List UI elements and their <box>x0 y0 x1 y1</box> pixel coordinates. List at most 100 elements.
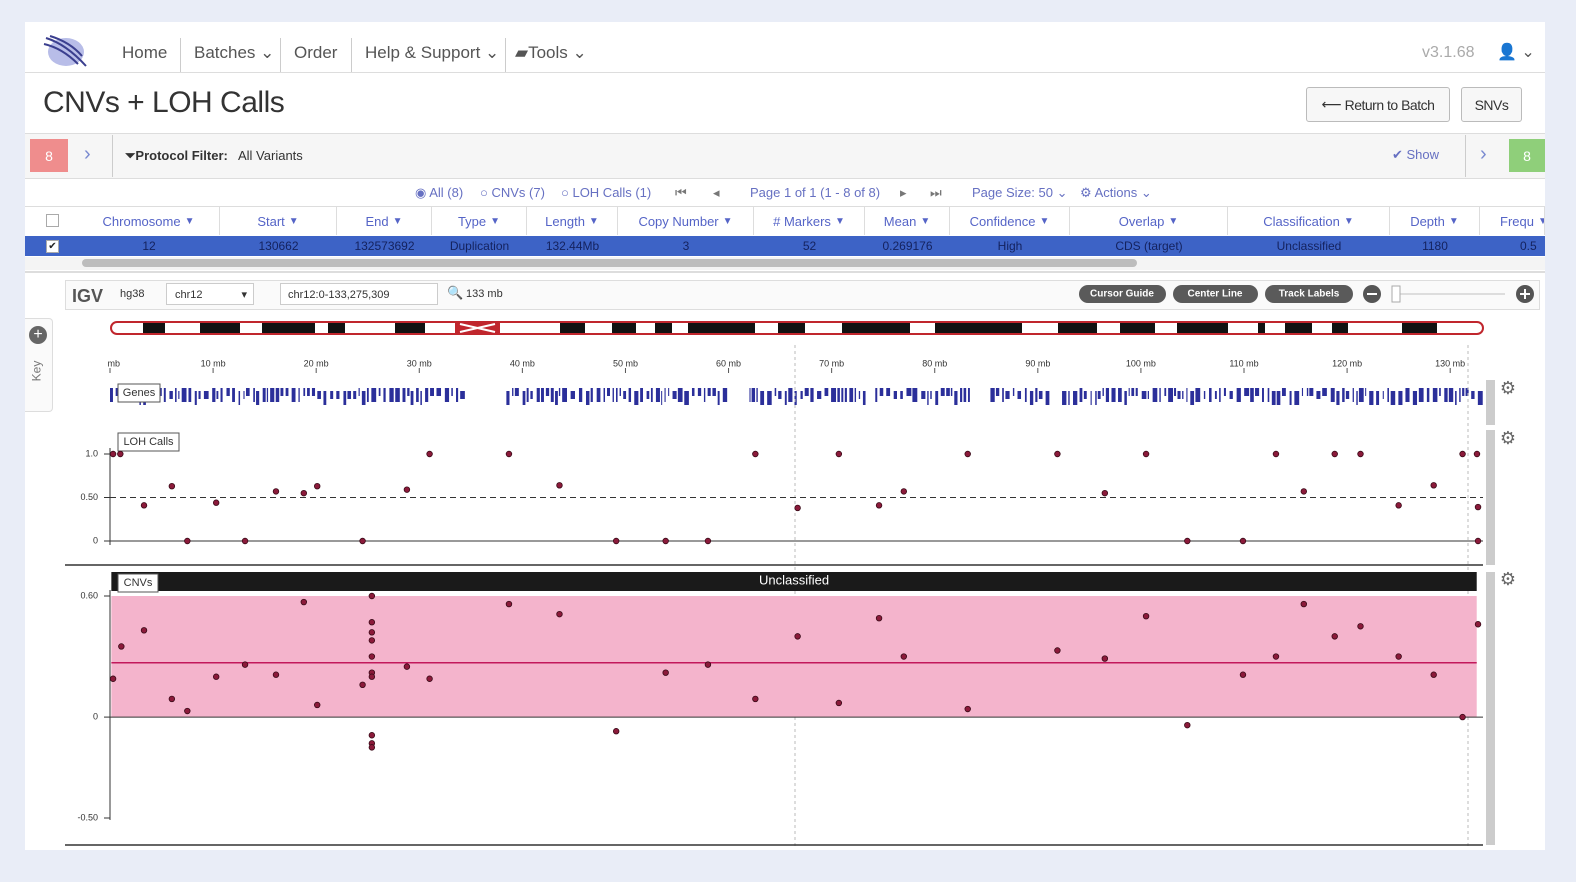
last-page[interactable]: ⏭ <box>930 185 942 200</box>
column-header[interactable]: Frequ ▼ <box>1480 207 1545 235</box>
prev-page[interactable]: ◂ <box>713 185 720 200</box>
column-header[interactable]: Type ▼ <box>432 207 527 235</box>
user-menu[interactable]: 👤 ⌄ <box>1497 44 1535 61</box>
gene <box>784 391 787 405</box>
gene <box>837 388 840 402</box>
column-header[interactable]: Chromosome ▼ <box>78 207 220 235</box>
page-size[interactable]: Page Size: 50 ⌄ <box>972 185 1068 200</box>
column-header[interactable]: Start ▼ <box>220 207 337 235</box>
ideogram-band <box>655 323 672 333</box>
chromosome-select[interactable]: chr12 ▾ <box>166 283 254 305</box>
gene <box>1432 388 1438 402</box>
point <box>368 653 376 660</box>
column-header[interactable]: Confidence ▼ <box>950 207 1070 235</box>
gene <box>1365 388 1367 396</box>
page-info: Page 1 of 1 (1 - 8 of 8) <box>750 185 881 200</box>
gene <box>1471 391 1475 399</box>
column-title: Type <box>457 213 487 229</box>
x-tick-label: 60 mb <box>716 358 741 368</box>
point <box>1184 721 1191 729</box>
show-toggle[interactable]: ✔ Show <box>1392 147 1440 162</box>
column-header[interactable]: End ▼ <box>337 207 432 235</box>
column-header[interactable]: Classification ▼ <box>1228 207 1390 235</box>
gene <box>1083 391 1087 399</box>
nav-help[interactable]: Help & Support ⌄ <box>365 43 500 62</box>
radio-all[interactable]: ◉ All (8) <box>415 185 464 200</box>
point <box>368 732 376 739</box>
point <box>505 600 513 608</box>
track-gear[interactable]: ⚙ <box>1500 378 1516 398</box>
y-tick-label: 0 <box>93 711 98 721</box>
radio-label: LOH Calls (1) <box>572 185 652 200</box>
gene <box>1111 388 1116 402</box>
gene <box>661 391 663 405</box>
cursor-guide-button[interactable] <box>1079 285 1166 303</box>
gene <box>262 388 266 402</box>
chevron[interactable]: › <box>84 143 91 165</box>
gene <box>541 388 544 402</box>
gene <box>330 391 334 399</box>
column-header[interactable]: Copy Number ▼ <box>618 207 754 235</box>
zoom-slider[interactable] <box>1391 285 1401 303</box>
radio-cnvs[interactable]: ○ CNVs (7) <box>480 185 545 200</box>
first-page[interactable]: ⏮ <box>675 185 687 200</box>
filter-icon: ▼ <box>722 215 733 227</box>
nav-batches[interactable]: Batches ⌄ <box>194 43 275 62</box>
button-label: Center Line <box>1187 289 1242 300</box>
select-all[interactable] <box>46 214 59 227</box>
track-labels-button[interactable] <box>1265 285 1353 303</box>
gene <box>1177 391 1181 399</box>
return-button[interactable]: ⟵ Return to Batch <box>1306 87 1450 122</box>
logo[interactable] <box>42 30 92 70</box>
nav-home[interactable]: Home <box>122 43 168 62</box>
center-line-button[interactable] <box>1173 285 1258 303</box>
gene <box>1024 388 1027 402</box>
button-label: Cursor Guide <box>1090 289 1154 300</box>
point <box>835 699 843 707</box>
row-checkbox[interactable]: ✔ <box>46 240 59 253</box>
gene <box>664 388 666 402</box>
track-gear[interactable]: ⚙ <box>1500 428 1516 448</box>
point <box>272 488 280 495</box>
scrollbar[interactable] <box>82 259 1137 267</box>
filter-icon: ▼ <box>834 215 845 227</box>
gene <box>188 388 192 402</box>
gene <box>767 391 772 405</box>
gene <box>1095 391 1097 405</box>
locus-input[interactable]: chr12:0-133,275,309 <box>280 283 438 305</box>
filter-label-text: Protocol Filter: <box>135 148 228 163</box>
nav-order[interactable]: Order <box>294 43 338 62</box>
gene <box>585 391 590 405</box>
point <box>1142 450 1150 458</box>
column-header[interactable]: Depth ▼ <box>1390 207 1480 235</box>
column-header[interactable]: Length ▼ <box>527 207 618 235</box>
chevron[interactable]: › <box>1480 143 1487 165</box>
actions[interactable]: ⚙ Actions ⌄ <box>1080 185 1152 200</box>
button-label: Track Labels <box>1279 289 1340 300</box>
right-count[interactable]: 8 <box>1509 139 1545 172</box>
gene <box>395 388 400 402</box>
search-icon[interactable]: 🔍 <box>447 285 464 300</box>
cell: 12 <box>142 239 156 253</box>
gene <box>378 388 381 396</box>
point <box>272 671 280 678</box>
next-page[interactable]: ▸ <box>900 185 907 200</box>
key-add[interactable]: + <box>29 326 47 344</box>
track-gear[interactable]: ⚙ <box>1500 569 1516 589</box>
column-title: Depth <box>1410 213 1445 229</box>
point <box>1459 450 1466 458</box>
gene <box>1062 391 1067 405</box>
column-header[interactable]: Overlap ▼ <box>1070 207 1228 235</box>
track-label-box <box>117 573 159 593</box>
column-header[interactable]: # Markers ▼ <box>754 207 865 235</box>
gene <box>619 388 621 396</box>
left-count[interactable]: 8 <box>30 139 68 172</box>
gene <box>291 388 296 402</box>
gene <box>1168 388 1174 402</box>
radio-loh[interactable]: ○ LOH Calls (1) <box>561 185 652 200</box>
nav-tools[interactable]: ▰Tools ⌄ <box>515 43 587 62</box>
snvs-button[interactable]: SNVs <box>1461 87 1522 122</box>
column-header[interactable]: Mean ▼ <box>865 207 950 235</box>
gene <box>1102 388 1104 396</box>
gene <box>1369 391 1374 405</box>
